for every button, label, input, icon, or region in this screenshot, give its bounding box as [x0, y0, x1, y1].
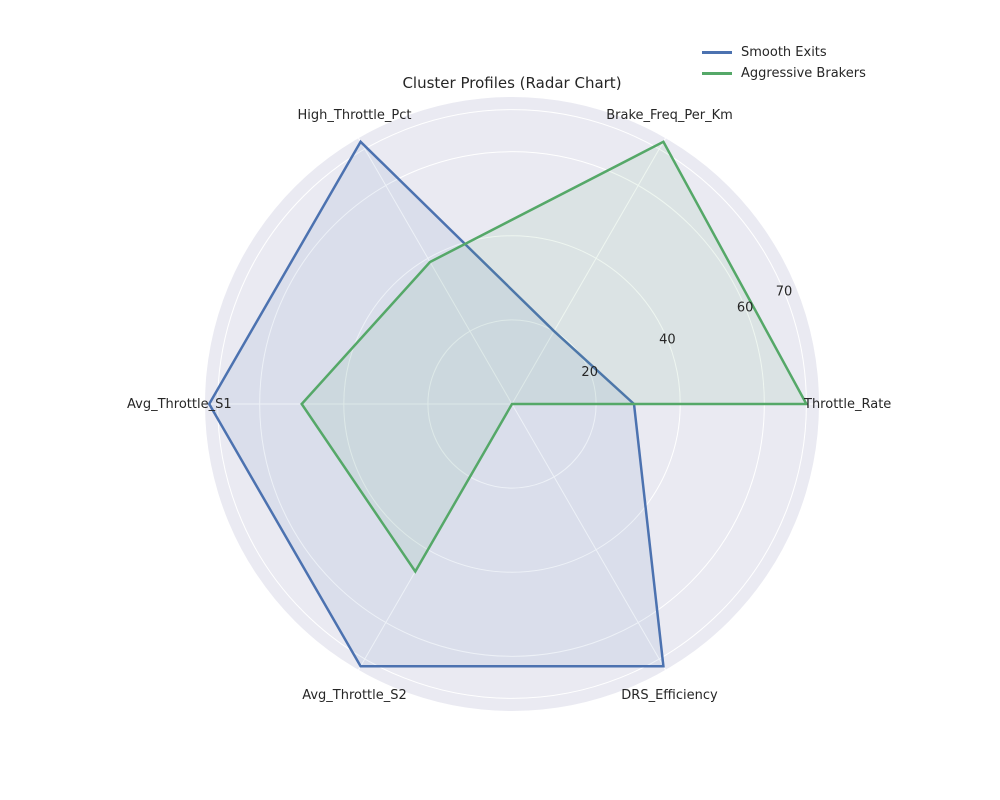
- legend: Smooth Exits Aggressive Brakers: [702, 42, 866, 84]
- axis-label-drs-efficiency: DRS_Efficiency: [621, 688, 718, 703]
- legend-item-smooth-exits: Smooth Exits: [702, 42, 866, 63]
- radial-tick-label: 60: [737, 300, 754, 315]
- radial-tick-label: 20: [581, 365, 598, 380]
- legend-label-smooth-exits: Smooth Exits: [741, 45, 827, 60]
- axis-label-brake-freq-per-km: Brake_Freq_Per_Km: [606, 108, 733, 123]
- legend-label-aggressive-brakers: Aggressive Brakers: [741, 66, 866, 81]
- axis-labels: Throttle_Rate Brake_Freq_Per_Km High_Throt…: [127, 108, 891, 703]
- series-layer: [207, 139, 809, 668]
- legend-item-aggressive-brakers: Aggressive Brakers: [702, 63, 866, 84]
- axis-label-throttle-rate: Throttle_Rate: [803, 397, 891, 412]
- series-fill-smooth-exits: [209, 141, 664, 667]
- legend-swatch-smooth-exits: [702, 51, 732, 54]
- spoke-high-throttle-pct: [358, 137, 513, 405]
- spoke-brake-freq-per-km: [511, 137, 666, 405]
- chart-title: Cluster Profiles (Radar Chart): [402, 74, 621, 92]
- radial-tick-labels: 20 40 60 70: [581, 284, 792, 379]
- radial-tick-label: 70: [776, 284, 793, 299]
- axis-label-avg-throttle-s2: Avg_Throttle_S2: [302, 688, 407, 703]
- radial-tick-label: 40: [659, 333, 676, 348]
- spoke-drs-efficiency: [511, 403, 666, 671]
- legend-swatch-aggressive-brakers: [702, 72, 732, 75]
- series-fill-aggressive-brakers: [301, 141, 807, 572]
- polar-grid: [205, 109, 819, 699]
- axis-label-avg-throttle-s1: Avg_Throttle_S1: [127, 397, 232, 412]
- axis-label-high-throttle-pct: High_Throttle_Pct: [298, 108, 412, 123]
